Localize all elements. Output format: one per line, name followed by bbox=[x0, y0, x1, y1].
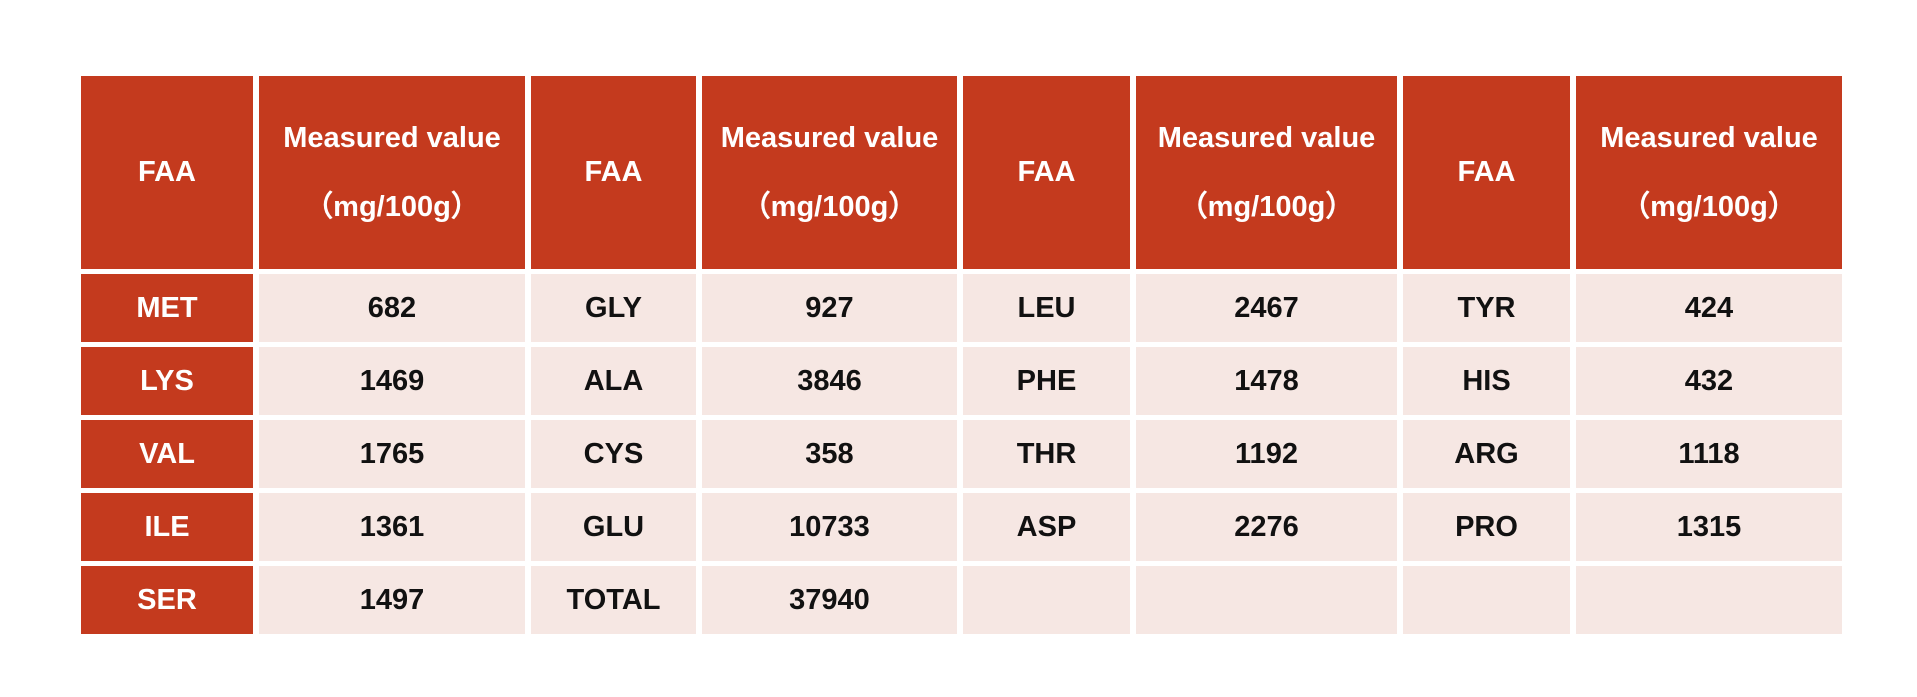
faa-label-cell: MET bbox=[81, 274, 253, 342]
faa-label-cell: ILE bbox=[81, 493, 253, 561]
header-measured-value-label: Measured value bbox=[283, 121, 501, 154]
faa-label-cell: LYS bbox=[81, 347, 253, 415]
header-cell-faa-4: FAA bbox=[1403, 76, 1570, 269]
faa-label: LYS bbox=[140, 364, 194, 397]
faa-label: SER bbox=[137, 583, 197, 616]
faa-label: TYR bbox=[1457, 291, 1516, 324]
faa-label-cell: VAL bbox=[81, 420, 253, 488]
value-cell: 927 bbox=[702, 274, 957, 342]
measured-value: 1315 bbox=[1676, 510, 1742, 543]
total-value: 37940 bbox=[789, 583, 870, 616]
faa-label: ASP bbox=[1016, 510, 1077, 543]
measured-value: 3846 bbox=[797, 364, 862, 397]
measured-value: 1192 bbox=[1235, 437, 1298, 470]
header-cell-faa-2: FAA bbox=[531, 76, 696, 269]
value-cell: 1478 bbox=[1136, 347, 1397, 415]
header-faa-label: FAA bbox=[584, 156, 643, 189]
header-measured-value-label: Measured value bbox=[720, 121, 939, 154]
faa-label-cell: ASP bbox=[963, 493, 1130, 561]
header-cell-measured-value-1: Measured value （mg/100g） bbox=[259, 76, 525, 269]
value-cell: 1315 bbox=[1576, 493, 1842, 561]
header-cell-measured-value-2: Measured value （mg/100g） bbox=[702, 76, 957, 269]
faa-label-cell: GLU bbox=[531, 493, 696, 561]
faa-label-cell: LEU bbox=[963, 274, 1130, 342]
header-faa-label: FAA bbox=[138, 156, 196, 189]
empty-cell bbox=[1576, 566, 1842, 634]
measured-value: 2467 bbox=[1234, 291, 1299, 324]
value-cell: 3846 bbox=[702, 347, 957, 415]
faa-label-cell: ALA bbox=[531, 347, 696, 415]
measured-value: 1361 bbox=[359, 510, 425, 543]
faa-label: ALA bbox=[583, 364, 644, 397]
faa-label: PRO bbox=[1455, 510, 1518, 543]
faa-label: GLY bbox=[585, 291, 642, 324]
value-cell: 432 bbox=[1576, 347, 1842, 415]
value-cell: 1192 bbox=[1136, 420, 1397, 488]
value-cell: 1765 bbox=[259, 420, 525, 488]
measured-value: 1469 bbox=[359, 364, 425, 397]
faa-label-cell: CYS bbox=[531, 420, 696, 488]
total-value-cell: 37940 bbox=[702, 566, 957, 634]
faa-label: ILE bbox=[144, 510, 190, 543]
faa-label: CYS bbox=[583, 437, 644, 470]
measured-value: 10733 bbox=[789, 510, 870, 543]
measured-value: 1118 bbox=[1678, 437, 1740, 470]
measured-value: 927 bbox=[805, 291, 854, 324]
value-cell: 682 bbox=[259, 274, 525, 342]
empty-cell bbox=[963, 566, 1130, 634]
value-cell: 1497 bbox=[259, 566, 525, 634]
faa-label-cell: TYR bbox=[1403, 274, 1570, 342]
header-cell-measured-value-4: Measured value （mg/100g） bbox=[1576, 76, 1842, 269]
faa-label-cell: PRO bbox=[1403, 493, 1570, 561]
value-cell: 10733 bbox=[702, 493, 957, 561]
faa-label-cell: PHE bbox=[963, 347, 1130, 415]
measured-value: 1765 bbox=[359, 437, 425, 470]
header-cell-faa-3: FAA bbox=[963, 76, 1130, 269]
header-faa-label: FAA bbox=[1017, 156, 1076, 189]
header-unit-label: （mg/100g） bbox=[1178, 190, 1355, 223]
faa-label-cell: SER bbox=[81, 566, 253, 634]
measured-value: 682 bbox=[367, 291, 417, 324]
faa-label-cell: GLY bbox=[531, 274, 696, 342]
value-cell: 1361 bbox=[259, 493, 525, 561]
value-cell: 2467 bbox=[1136, 274, 1397, 342]
measured-value: 424 bbox=[1684, 291, 1734, 324]
faa-label: PHE bbox=[1016, 364, 1077, 397]
empty-cell bbox=[1136, 566, 1397, 634]
measured-value: 1478 bbox=[1234, 364, 1299, 397]
header-faa-label: FAA bbox=[1457, 156, 1516, 189]
empty-cell bbox=[1403, 566, 1570, 634]
faa-label-cell: THR bbox=[963, 420, 1130, 488]
faa-label: VAL bbox=[139, 437, 195, 470]
faa-measured-values-table: FAA Measured value （mg/100g） FAA Measure… bbox=[81, 76, 1842, 634]
header-measured-value-label: Measured value bbox=[1157, 121, 1376, 154]
measured-value: 358 bbox=[805, 437, 854, 470]
faa-label: ARG bbox=[1454, 437, 1519, 470]
total-label: TOTAL bbox=[566, 583, 661, 616]
measured-value: 2276 bbox=[1234, 510, 1299, 543]
faa-label: HIS bbox=[1462, 364, 1511, 397]
value-cell: 424 bbox=[1576, 274, 1842, 342]
measured-value: 432 bbox=[1684, 364, 1734, 397]
faa-label: GLU bbox=[582, 510, 645, 543]
faa-label: MET bbox=[136, 291, 198, 324]
faa-label: LEU bbox=[1017, 291, 1076, 324]
header-unit-label: （mg/100g） bbox=[1621, 190, 1797, 223]
measured-value: 1497 bbox=[359, 583, 425, 616]
faa-label-cell: ARG bbox=[1403, 420, 1570, 488]
faa-label: THR bbox=[1016, 437, 1077, 470]
faa-label-cell: HIS bbox=[1403, 347, 1570, 415]
value-cell: 358 bbox=[702, 420, 957, 488]
value-cell: 1118 bbox=[1576, 420, 1842, 488]
header-cell-measured-value-3: Measured value （mg/100g） bbox=[1136, 76, 1397, 269]
total-label-cell: TOTAL bbox=[531, 566, 696, 634]
header-measured-value-label: Measured value bbox=[1600, 121, 1818, 154]
header-unit-label: （mg/100g） bbox=[741, 190, 918, 223]
header-cell-faa-1: FAA bbox=[81, 76, 253, 269]
value-cell: 2276 bbox=[1136, 493, 1397, 561]
header-unit-label: （mg/100g） bbox=[304, 190, 480, 223]
value-cell: 1469 bbox=[259, 347, 525, 415]
